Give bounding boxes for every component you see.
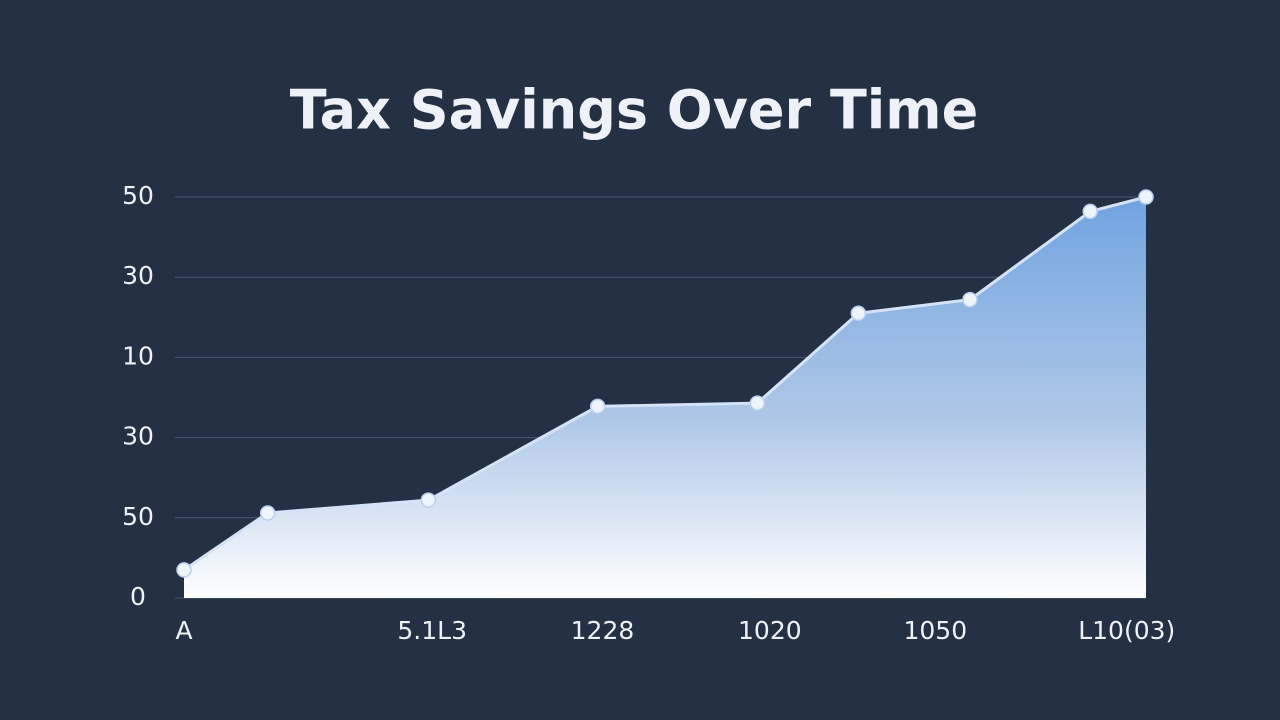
y-tick-label: 50: [122, 502, 154, 531]
y-tick-label: 10: [122, 341, 154, 370]
y-tick-label: 30: [122, 422, 154, 451]
data-point: [176, 562, 192, 578]
data-point: [850, 305, 867, 322]
x-tick-label: 1228: [571, 616, 635, 645]
x-tick-label: L10(03): [1078, 616, 1175, 645]
x-tick-label: 1050: [904, 616, 968, 645]
data-point: [962, 291, 978, 308]
area-fill: [184, 197, 1146, 598]
x-tick-label: 5.1L3: [397, 616, 467, 645]
y-tick-label: 0: [130, 582, 146, 611]
chart-title: Tax Savings Over Time: [290, 79, 978, 142]
y-tick-label: 50: [122, 181, 154, 210]
data-point: [1082, 203, 1098, 220]
data-point: [259, 505, 276, 521]
data-point: [1138, 189, 1154, 205]
data-point: [420, 492, 437, 508]
y-tick-label: 30: [122, 261, 154, 290]
x-tick-label: A: [175, 616, 192, 645]
x-tick-label: 1020: [738, 616, 802, 645]
data-point: [589, 398, 606, 415]
data-point: [749, 395, 766, 411]
